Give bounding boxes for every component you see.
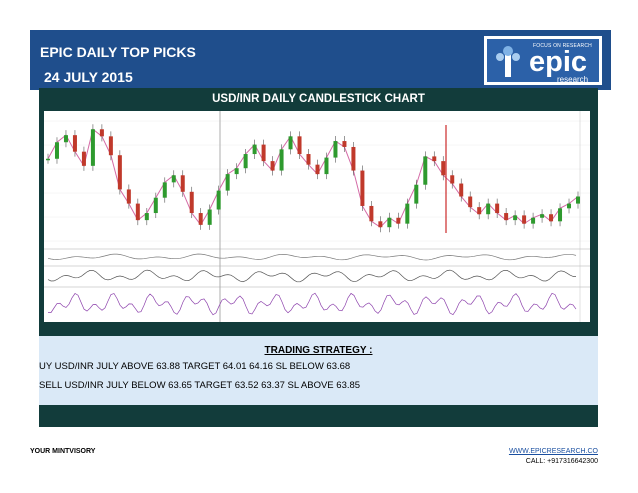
candle-body <box>117 155 122 190</box>
candle-body <box>270 161 275 171</box>
momentum-indicator-line <box>47 269 577 283</box>
candle-body <box>72 135 77 152</box>
candle-body <box>189 191 194 214</box>
candle-body <box>423 156 428 185</box>
candle-body <box>495 203 500 214</box>
candle-body <box>306 154 311 165</box>
candle-body <box>288 136 293 150</box>
bottom-bar <box>39 405 598 427</box>
candle-body <box>198 213 203 225</box>
candle-body <box>216 190 221 210</box>
candle-body <box>324 157 329 175</box>
candle-body <box>126 189 131 204</box>
trading-strategy-panel: TRADING STRATEGY : UY USD/INR JULY ABOVE… <box>39 336 598 405</box>
candle-body <box>297 136 302 155</box>
candle-body <box>135 203 140 221</box>
volume-indicator-line <box>47 253 577 261</box>
candle-body <box>333 141 338 158</box>
footer-tagline: YOUR MINTVISORY <box>30 448 96 455</box>
strategy-buy-line: UY USD/INR JULY ABOVE 63.88 TARGET 64.01… <box>39 361 351 372</box>
candle-body <box>387 217 392 228</box>
candle-body <box>99 129 104 137</box>
page-title: EPIC DAILY TOP PICKS <box>40 44 196 60</box>
candle-body <box>153 197 158 214</box>
candle-body <box>243 154 248 169</box>
chart-area <box>44 111 590 322</box>
candle-body <box>513 215 518 221</box>
candle-body <box>144 213 149 221</box>
candle-body <box>576 196 580 204</box>
candle-body <box>90 129 95 166</box>
candle-body <box>369 205 374 222</box>
candle-body <box>261 144 266 162</box>
candle-body <box>405 203 410 224</box>
candle-body <box>279 149 284 171</box>
candle-body <box>414 184 419 204</box>
candle-body <box>477 207 482 215</box>
candle-body <box>558 208 563 222</box>
candle-body <box>207 209 212 225</box>
logo-mark-icon <box>496 46 520 77</box>
candle-body <box>252 144 257 155</box>
candle-body <box>351 146 356 171</box>
candle-body <box>46 158 50 161</box>
stochastic-indicator-line <box>48 292 577 316</box>
candle-body <box>342 141 347 147</box>
candle-body <box>108 136 113 156</box>
candle-body <box>540 214 545 218</box>
website-link[interactable]: WWW.EPICRESEARCH.CO <box>508 448 598 455</box>
candle-body <box>54 142 59 159</box>
candle-body <box>522 215 527 224</box>
logo-background: FOCUS ON RESEARCH epic research <box>487 39 599 84</box>
candle-body <box>486 203 491 215</box>
candle-body <box>234 168 239 175</box>
strategy-sell-line: SELL USD/INR JULY BELOW 63.65 TARGET 63.… <box>39 380 361 391</box>
candle-body <box>378 221 383 228</box>
candle-body <box>432 156 437 162</box>
strategy-title: TRADING STRATEGY : <box>264 345 373 356</box>
logo-main-text: epic <box>529 46 588 78</box>
candlestick-chart <box>44 111 590 322</box>
candle-body <box>63 135 68 143</box>
candle-body <box>81 151 86 166</box>
report-date: 24 JULY 2015 <box>44 69 133 85</box>
chart-title: USD/INR DAILY CANDLESTICK CHART <box>212 93 425 105</box>
candle-body <box>468 196 473 208</box>
contact-phone: CALL: +917316642300 <box>525 458 598 465</box>
candle-body <box>567 203 572 209</box>
epic-logo: FOCUS ON RESEARCH epic research <box>484 36 602 85</box>
logo-sub-text: research <box>557 75 589 84</box>
candle-body <box>504 213 509 221</box>
candle-body <box>441 161 446 176</box>
candle-body <box>450 175 455 184</box>
candle-body <box>225 174 230 191</box>
candle-body <box>549 214 554 222</box>
candle-body <box>459 183 464 197</box>
candle-body <box>315 164 320 175</box>
logo-tagline: FOCUS ON RESEARCH <box>533 43 592 49</box>
candle-body <box>396 217 401 224</box>
candle-body <box>171 175 176 183</box>
candle-body <box>180 175 185 192</box>
candle-body <box>360 170 365 206</box>
candle-body <box>162 182 167 198</box>
candle-body <box>531 217 536 224</box>
